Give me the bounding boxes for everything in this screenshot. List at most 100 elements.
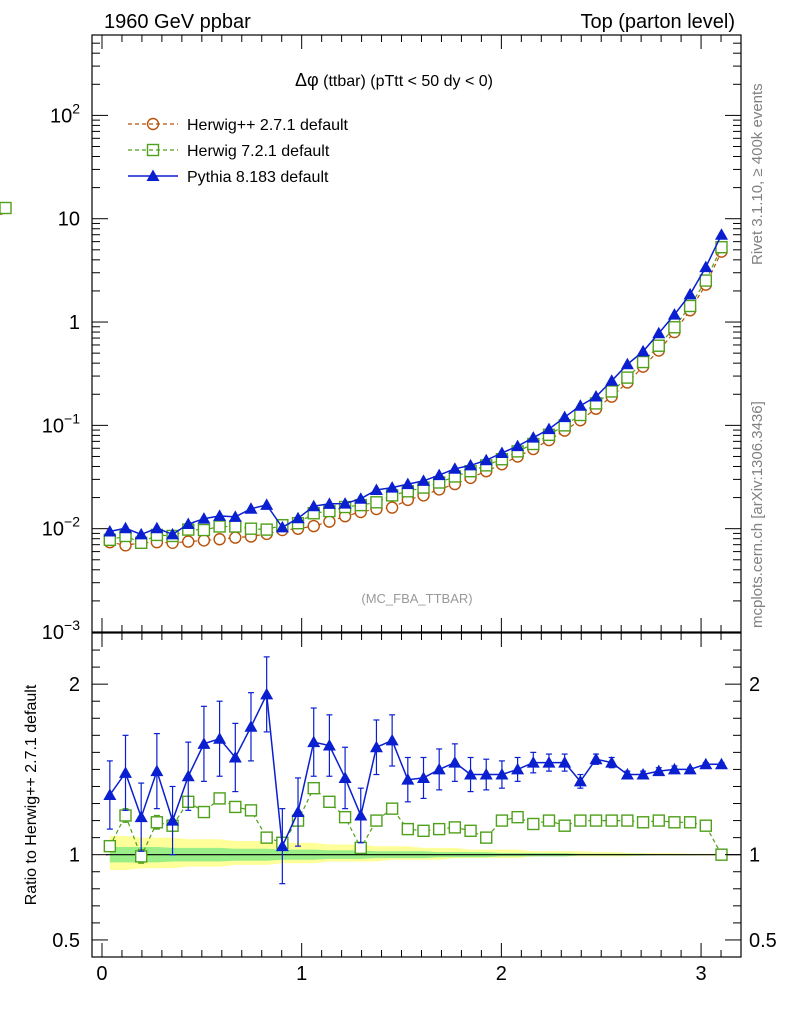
ratio-ytick-label-right-1: 1 xyxy=(749,845,760,867)
main-point-2-20 xyxy=(417,474,431,486)
ratio-ytick-label-left-2: 2 xyxy=(69,674,80,696)
main-ytick-exponent: −3 xyxy=(64,617,80,633)
main-ytick-label-1: 10−2 xyxy=(42,514,80,541)
ratio-point-0-8 xyxy=(229,800,242,814)
main-ytick-label-0: 10−3 xyxy=(42,617,80,644)
main-point-2-24 xyxy=(479,453,493,466)
ratio-point-1-26 xyxy=(511,762,525,775)
main-point-2-12 xyxy=(291,511,305,524)
main-point-2-21 xyxy=(432,468,446,481)
ratio-point-0-35 xyxy=(652,814,665,827)
main-point-2-29 xyxy=(558,410,572,423)
main-point-0-18 xyxy=(385,501,399,514)
main-point-2-28 xyxy=(542,422,556,435)
main-ytick-base: 10 xyxy=(42,622,64,644)
legend-marker-triangle xyxy=(146,169,160,181)
analysis-watermark: (MC_FBA_TTBAR) xyxy=(361,591,472,606)
ratio-point-1-23 xyxy=(464,768,478,780)
main-point-1-34 xyxy=(636,355,650,369)
ratio-point-1-38 xyxy=(699,757,713,770)
main-point-1-6 xyxy=(197,523,211,537)
legend-marker-circle xyxy=(146,117,160,131)
main-point-2-4 xyxy=(166,527,180,540)
ratio-point-1-7 xyxy=(213,732,227,744)
main-ytick-exponent: 2 xyxy=(72,100,80,116)
ratio-point-0-17 xyxy=(370,814,383,827)
ratio-point-0-37 xyxy=(683,816,697,829)
main-point-2-38 xyxy=(699,260,713,273)
main-ytick-label-4: 10 xyxy=(58,209,80,231)
ratio-point-1-13 xyxy=(307,735,321,748)
main-series-line-1 xyxy=(109,246,723,544)
ratio-ylabel: Ratio to Herwig++ 2.7.1 default xyxy=(23,684,40,905)
ratio-point-1-11 xyxy=(275,839,289,852)
main-point-2-31 xyxy=(589,390,603,402)
ratio-point-1-29 xyxy=(558,756,572,768)
ratio-point-0-24 xyxy=(480,831,493,844)
main-point-1-7 xyxy=(213,520,226,533)
main-point-1-37 xyxy=(683,299,697,313)
ratio-xtick-label-1: 1 xyxy=(296,963,307,985)
main-series-line-2 xyxy=(109,234,723,536)
ratio-point-1-17 xyxy=(369,740,383,753)
main-title-symbol: Δφ xyxy=(295,70,319,90)
main-point-2-5 xyxy=(181,517,195,529)
main-title-text: (ttbar) (pTtt < 50 dy < 0) xyxy=(319,73,493,90)
ratio-point-0-27 xyxy=(527,817,540,831)
main-point-2-27 xyxy=(526,431,540,443)
ratio-point-0-28 xyxy=(542,814,556,827)
main-ytick-base: 10 xyxy=(42,415,64,437)
ratio-point-1-25 xyxy=(495,768,509,780)
main-point-1-17 xyxy=(370,496,383,509)
main-point-0-6 xyxy=(197,534,211,547)
main-ytick-label-2: 10−1 xyxy=(42,410,80,437)
main-point-2-25 xyxy=(495,446,509,459)
ratio-point-0-18 xyxy=(385,802,399,815)
ratio-point-0-9 xyxy=(244,804,258,817)
main-point-1-8 xyxy=(229,520,242,533)
main-point-2-18 xyxy=(385,481,399,493)
main-point-1-36 xyxy=(668,321,681,334)
ratio-point-0-16 xyxy=(354,841,367,855)
main-point-2-30 xyxy=(573,399,587,411)
ratio-xtick-label-0: 0 xyxy=(96,963,107,985)
main-point-2-10 xyxy=(260,498,274,510)
ratio-point-0-15 xyxy=(338,810,352,824)
ratio-point-1-35 xyxy=(652,764,666,777)
ratio-uncertainty-bands xyxy=(109,835,722,870)
main-point-2-17 xyxy=(369,483,383,495)
ratio-point-1-16 xyxy=(354,808,368,821)
ratio-point-1-22 xyxy=(448,756,462,768)
ratio-xtick-label-3: 3 xyxy=(695,963,706,985)
main-point-2-19 xyxy=(401,477,415,490)
main-point-2-2 xyxy=(134,527,148,540)
ratio-series-line-1 xyxy=(109,691,722,850)
main-point-2-3 xyxy=(150,521,164,534)
ratio-point-0-30 xyxy=(574,814,587,827)
main-point-2-11 xyxy=(275,520,289,533)
ratio-ytick-label-left-0: 0.5 xyxy=(52,930,80,952)
ratio-point-1-9 xyxy=(244,720,258,732)
ratio-point-1-31 xyxy=(589,752,603,765)
ratio-point-0-22 xyxy=(448,821,462,834)
ratio-point-0-38 xyxy=(699,819,713,832)
main-ytick-exponent: −1 xyxy=(64,410,80,426)
ratio-point-1-20 xyxy=(417,771,431,783)
ratio-point-1-24 xyxy=(479,768,493,780)
main-frame xyxy=(91,34,742,633)
ratio-point-1-5 xyxy=(181,769,195,782)
main-point-2-15 xyxy=(338,497,352,509)
ratio-point-0-29 xyxy=(558,819,571,832)
ratio-point-0-33 xyxy=(621,814,634,827)
legend-item-pythia: Pythia 8.183 default xyxy=(128,169,329,186)
ratio-frame xyxy=(91,632,742,958)
ratio-point-0-14 xyxy=(323,795,336,809)
ratio-point-1-34 xyxy=(636,768,650,780)
main-point-2-22 xyxy=(448,462,462,474)
ratio-point-0-36 xyxy=(668,816,681,829)
main-ytick-base: 10 xyxy=(42,519,64,541)
ratio-point-1-18 xyxy=(385,733,399,746)
ratio-series-layer xyxy=(103,656,728,885)
